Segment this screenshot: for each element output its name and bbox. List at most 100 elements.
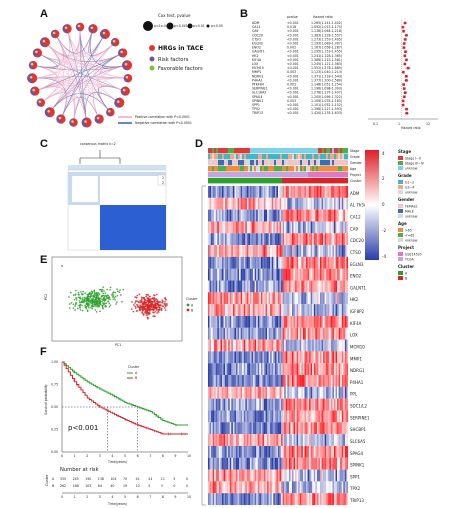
heatmap-cell <box>310 268 313 281</box>
track-cell <box>260 160 263 166</box>
heatmap-cell <box>290 186 293 198</box>
heatmap-cell <box>306 434 308 446</box>
heatmap-cell <box>343 339 345 352</box>
heatmap-cell <box>295 256 297 269</box>
heatmap-cell <box>218 186 221 198</box>
heatmap-cell <box>327 245 330 257</box>
heatmap-cell <box>321 315 324 328</box>
heatmap-cell <box>257 304 260 317</box>
heatmap-cell <box>296 245 299 257</box>
track-cell <box>230 148 233 154</box>
heatmap-cell <box>284 469 286 482</box>
heatmap-cell <box>212 268 215 281</box>
heatmap-cell <box>292 209 294 222</box>
heatmap-cell <box>302 457 305 470</box>
track-cell <box>208 160 211 166</box>
track-cell <box>288 154 291 160</box>
track-cell <box>220 154 223 160</box>
heatmap-cell <box>295 304 297 317</box>
heatmap-cell <box>295 469 297 482</box>
heatmap-cell <box>256 398 258 411</box>
heatmap-cell <box>265 469 268 482</box>
heatmap-cell <box>257 398 260 411</box>
heatmap-cell <box>320 493 322 506</box>
heatmap-cell <box>229 292 232 305</box>
heatmap-cell <box>248 434 251 446</box>
heatmap-cell <box>211 233 213 246</box>
track-cell <box>282 178 285 184</box>
heatmap-cell <box>346 292 349 305</box>
heatmap-cell <box>340 339 342 352</box>
heatmap-cell <box>223 422 226 435</box>
heatmap-cell <box>320 351 322 364</box>
heatmap-cell <box>256 481 258 494</box>
heatmap-cell <box>240 233 243 246</box>
heatmap-cell <box>209 351 212 364</box>
heatmap-cell <box>295 292 297 305</box>
heatmap-cell <box>281 268 283 281</box>
heatmap-cell <box>217 363 219 376</box>
heatmap-cell <box>302 292 305 305</box>
forest-pvalue: 0.018 <box>287 25 296 29</box>
forest-point <box>401 103 405 107</box>
heatmap-cell <box>260 268 263 281</box>
heatmap-cell <box>214 245 216 257</box>
track-cell <box>306 178 309 184</box>
heatmap-cell <box>264 469 266 482</box>
heatmap-cell <box>321 422 324 435</box>
heatmap-cell <box>217 197 219 210</box>
legend-swatch <box>398 276 403 280</box>
heatmap-cell <box>307 268 310 281</box>
pca-point-a <box>105 298 107 300</box>
track-cell <box>276 166 279 172</box>
heatmap-cell <box>329 280 331 293</box>
heatmap-cell <box>290 339 293 352</box>
heatmap-cell <box>330 327 333 340</box>
heatmap-cell <box>240 315 243 328</box>
heatmap-cell <box>254 457 257 470</box>
track-cell <box>306 172 309 178</box>
heatmap-cell <box>209 410 212 423</box>
heatmap-cell <box>260 315 263 328</box>
heatmap-cell <box>208 245 210 257</box>
forest-pvalue: <0.001 <box>287 58 299 62</box>
heatmap-cell <box>243 292 246 305</box>
pca-point-a <box>109 288 111 291</box>
track-cell <box>294 178 297 184</box>
heatmap-cell <box>320 186 322 198</box>
track-cell <box>280 178 283 184</box>
heatmap-cell <box>274 339 277 352</box>
heatmap-cell <box>288 410 291 423</box>
heatmap-cell <box>226 233 229 246</box>
heatmap-cell <box>218 245 221 257</box>
heatmap-cell <box>324 375 327 387</box>
heatmap-cell <box>329 339 331 352</box>
track-cell <box>304 148 307 154</box>
heatmap-cell <box>267 469 269 482</box>
track-cell <box>336 172 339 178</box>
pca-point-b <box>154 299 156 302</box>
forest-pvalue: 0.003 <box>287 70 296 74</box>
heatmap-cell <box>321 445 324 458</box>
heatmap-cell <box>256 304 258 317</box>
heatmap-cell <box>313 327 316 340</box>
heatmap-cell <box>281 245 283 257</box>
correlation-edge <box>37 42 116 62</box>
heatmap-cell <box>273 304 275 317</box>
heatmap-cell <box>330 280 333 293</box>
heatmap-cell <box>313 233 316 246</box>
heatmap-cell <box>226 493 229 506</box>
heatmap-cell <box>315 327 317 340</box>
track-cell <box>276 154 279 160</box>
heatmap-cell <box>225 186 227 198</box>
heatmap-cell <box>225 327 227 340</box>
forest-pvalue: <0.001 <box>287 74 299 78</box>
heatmap-cell <box>307 398 310 411</box>
heatmap-cell <box>267 304 269 317</box>
heatmap-cell <box>274 280 277 293</box>
heatmap-cell <box>344 351 347 364</box>
heatmap-cell <box>341 375 344 387</box>
heatmap-cell <box>208 327 210 340</box>
heatmap-cell <box>211 445 213 458</box>
track-cell <box>304 166 307 172</box>
